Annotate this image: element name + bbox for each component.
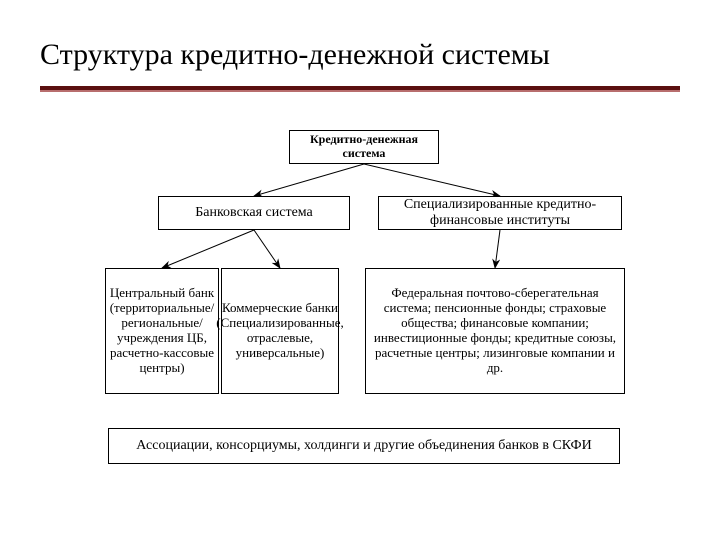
node-federal-system: Федеральная почтово-сберегательная систе… [365, 268, 625, 394]
slide: Структура кредитно-денежной системы Кред… [0, 0, 720, 540]
node-central-bank: Центральный банк (территориальные/регион… [105, 268, 219, 394]
node-commercial-banks: Коммерческие банки (Специализированные, … [221, 268, 339, 394]
slide-title: Структура кредитно-денежной системы [40, 38, 550, 72]
node-banking-system: Банковская система [158, 196, 350, 230]
node-specialized-institutes: Специализированные кредитно-финансовые и… [378, 196, 622, 230]
title-rule-light [40, 90, 680, 92]
node-root: Кредитно-денежная система [289, 130, 439, 164]
node-associations: Ассоциации, консорциумы, холдинги и друг… [108, 428, 620, 464]
